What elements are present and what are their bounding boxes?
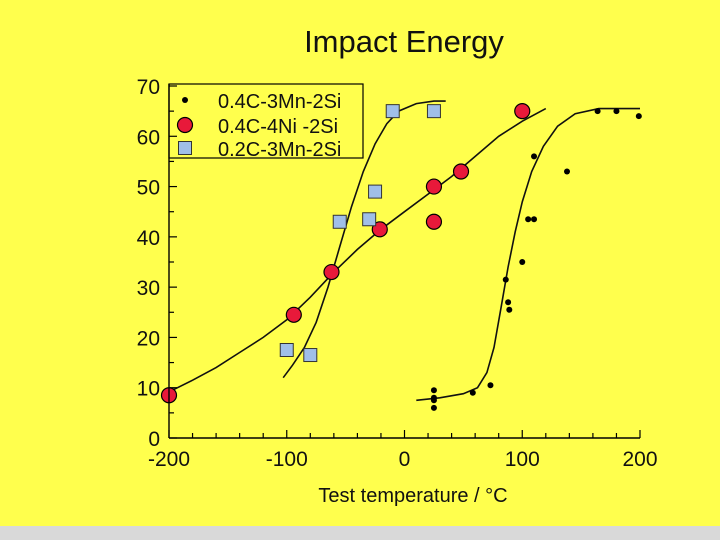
data-point-series-3 <box>385 104 400 119</box>
y-tick-label: 30 <box>137 277 160 300</box>
data-point-series-1 <box>430 404 437 411</box>
legend-label-series-1: 0.4C-3Mn-2Si <box>218 91 341 113</box>
data-point-series-2 <box>425 178 443 195</box>
data-point-series-1 <box>502 276 509 283</box>
legend-label-series-2: 0.4C-4Ni -2Si <box>218 116 338 138</box>
data-markers <box>160 103 642 411</box>
legend-label-series-3: 0.2C-3Mn-2Si <box>218 139 341 161</box>
data-point-series-1 <box>563 168 570 175</box>
fit-curve-series-1 <box>416 107 640 402</box>
x-axis-label: Test temperature / °C <box>318 485 507 507</box>
fit-curves <box>172 100 640 402</box>
data-point-series-3 <box>426 104 441 119</box>
data-point-series-1 <box>506 306 513 313</box>
chart-panel: Impact Energy 0.4C-3Mn-2Si 0.4C-4Ni -2Si 0… <box>0 0 720 526</box>
data-point-series-1 <box>430 397 437 404</box>
data-point-series-3 <box>279 343 294 357</box>
data-point-series-2 <box>323 263 340 281</box>
y-tick-label: 70 <box>137 76 160 99</box>
x-tick-label: -100 <box>266 448 308 471</box>
fit-curve-series-2 <box>172 107 547 391</box>
data-point-series-3 <box>332 214 347 229</box>
data-point-series-1 <box>635 113 642 120</box>
y-tick-label: 0 <box>148 428 160 451</box>
data-point-series-2 <box>425 213 443 230</box>
x-tick-label: -200 <box>148 448 190 471</box>
legend-marker-series-3 <box>178 141 192 155</box>
y-tick-label: 20 <box>137 327 160 350</box>
data-point-series-1 <box>531 216 538 223</box>
data-point-series-1 <box>525 216 532 223</box>
y-tick-label: 40 <box>137 227 160 250</box>
data-point-series-2 <box>285 306 302 323</box>
data-point-series-1 <box>505 299 512 306</box>
data-point-series-1 <box>613 108 620 115</box>
data-point-series-2 <box>452 163 470 180</box>
x-tick-label: 0 <box>399 448 411 471</box>
data-point-series-1 <box>531 153 538 160</box>
legend-marker-series-2 <box>176 116 194 134</box>
data-point-series-2 <box>514 103 531 120</box>
axes: -200 -100 0 100 200 0 10 20 30 40 50 60 70 <box>137 76 658 471</box>
data-point-series-1 <box>519 259 526 265</box>
data-point-series-1 <box>469 389 476 396</box>
y-tick-label: 10 <box>137 378 160 401</box>
data-point-series-1 <box>487 382 494 389</box>
y-tick-label: 50 <box>137 177 160 200</box>
data-point-series-1 <box>430 387 437 394</box>
data-point-series-3 <box>368 184 383 199</box>
data-point-series-3 <box>303 348 318 363</box>
legend-marker-series-1 <box>182 97 188 103</box>
y-tick-label: 60 <box>137 126 160 149</box>
x-tick-label: 200 <box>622 448 657 471</box>
data-point-series-1 <box>594 108 601 115</box>
data-point-series-3 <box>362 212 377 227</box>
chart-title: Impact Energy <box>304 24 504 59</box>
fit-curve-series-3 <box>282 100 446 379</box>
x-tick-label: 100 <box>505 448 540 471</box>
